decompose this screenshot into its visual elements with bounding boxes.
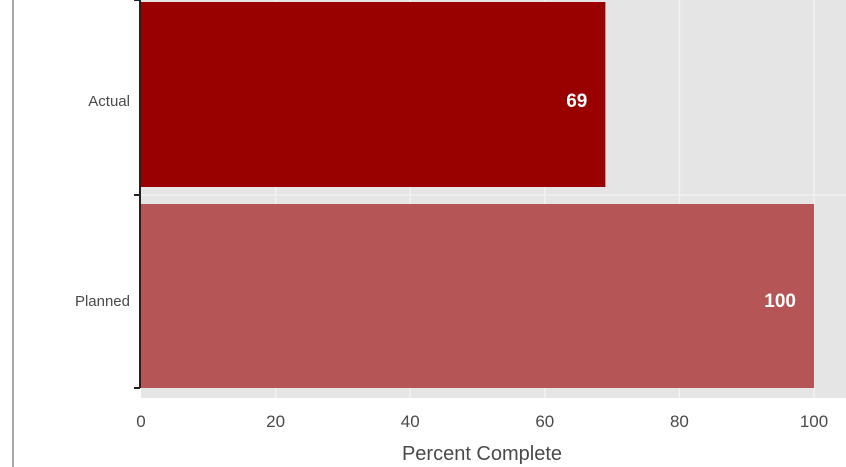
data-label-actual: 69 bbox=[566, 91, 587, 112]
x-tick-label-100: 100 bbox=[800, 412, 828, 431]
x-axis-ticks: 0 20 40 60 80 100 bbox=[136, 412, 828, 431]
y-tick-label-planned: Planned bbox=[75, 293, 130, 310]
bars bbox=[141, 2, 814, 388]
y-axis-ticks: Actual Planned bbox=[75, 0, 140, 389]
x-tick-label-0: 0 bbox=[136, 412, 145, 431]
x-tick-label-20: 20 bbox=[266, 412, 285, 431]
bar-planned bbox=[141, 204, 814, 388]
data-label-planned: 100 bbox=[764, 291, 796, 312]
x-tick-label-80: 80 bbox=[670, 412, 689, 431]
data-labels: 69 100 bbox=[566, 91, 796, 312]
bar-actual bbox=[141, 2, 606, 187]
x-tick-label-40: 40 bbox=[401, 412, 420, 431]
x-tick-label-60: 60 bbox=[535, 412, 554, 431]
frame-border bbox=[0, 0, 14, 467]
y-tick-label-actual: Actual bbox=[88, 93, 130, 110]
x-axis-title: Percent Complete bbox=[402, 443, 562, 465]
